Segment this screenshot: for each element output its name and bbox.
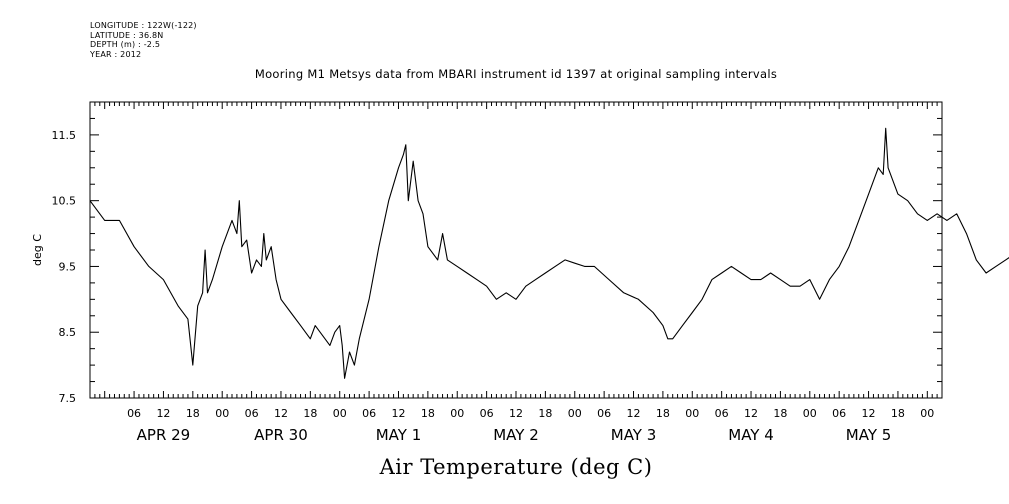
x-tick-label: 18 [656,407,670,420]
year-label: YEAR : 2012 [90,49,142,59]
y-tick-label: 10.5 [52,195,77,208]
depth-label: DEPTH (m) : -2.5 [90,40,161,49]
x-tick-label: 00 [920,407,934,420]
x-tick-label: 00 [333,407,347,420]
x-tick-label: 18 [773,407,787,420]
x-tick-label: 06 [362,407,376,420]
x-tick-label: 00 [685,407,699,420]
x-tick-label: 18 [421,407,435,420]
x-tick-label: 12 [156,407,170,420]
x-tick-label: 18 [303,407,317,420]
x-tick-label: 12 [509,407,523,420]
day-label: APR 29 [137,426,191,444]
day-label: MAY 3 [611,426,657,444]
y-tick-label: 8.5 [59,326,77,339]
y-tick-label: 11.5 [52,129,77,142]
x-tick-label: 12 [274,407,288,420]
day-label: APR 30 [254,426,308,444]
x-tick-label: 00 [803,407,817,420]
day-label: MAY 5 [846,426,892,444]
x-axis-title: Air Temperature (deg C) [379,455,653,479]
chart-title: Mooring M1 Metsys data from MBARI instru… [254,67,778,81]
chart-axes [89,101,943,399]
metadata-block: LONGITUDE : 122W(-122) LATITUDE : 36.8N … [90,21,197,59]
x-tick-labels: 06 12 18 00 06 12 18 00 06 12 18 00 06 12 18 00 06 12 18 00… [127,407,934,420]
series-layer [89,127,1009,379]
day-labels: APR 29 APR 30 MAY 1 MAY 2 MAY 3 MAY 4 MAY 5 [137,426,892,444]
y-tick-label: 7.5 [59,392,77,405]
x-tick-label: 18 [186,407,200,420]
x-tick-label: 00 [215,407,229,420]
y-tick-labels: 7.5 8.5 9.5 10.5 11.5 [52,129,77,405]
day-label: MAY 4 [728,426,774,444]
series-line [89,127,1009,379]
latitude-label: LATITUDE : 36.8N [90,30,164,40]
x-tick-label: 12 [862,407,876,420]
y-tick-label: 9.5 [59,260,77,273]
x-tick-label: 00 [568,407,582,420]
x-tick-label: 06 [127,407,141,420]
x-tick-label: 12 [627,407,641,420]
x-tick-label: 06 [832,407,846,420]
x-tick-label: 12 [391,407,405,420]
plot-frame [89,101,943,399]
x-tick-label: 06 [480,407,494,420]
x-tick-label: 06 [715,407,729,420]
x-tick-label: 00 [450,407,464,420]
day-label: MAY 1 [376,426,422,444]
x-tick-label: 18 [538,407,552,420]
day-label: MAY 2 [493,426,539,444]
x-tick-label: 18 [891,407,905,420]
x-tick-label: 12 [744,407,758,420]
x-tick-label: 06 [597,407,611,420]
x-tick-label: 06 [245,407,259,420]
y-axis-label: deg C [31,234,44,266]
longitude-label: LONGITUDE : 122W(-122) [90,21,197,30]
